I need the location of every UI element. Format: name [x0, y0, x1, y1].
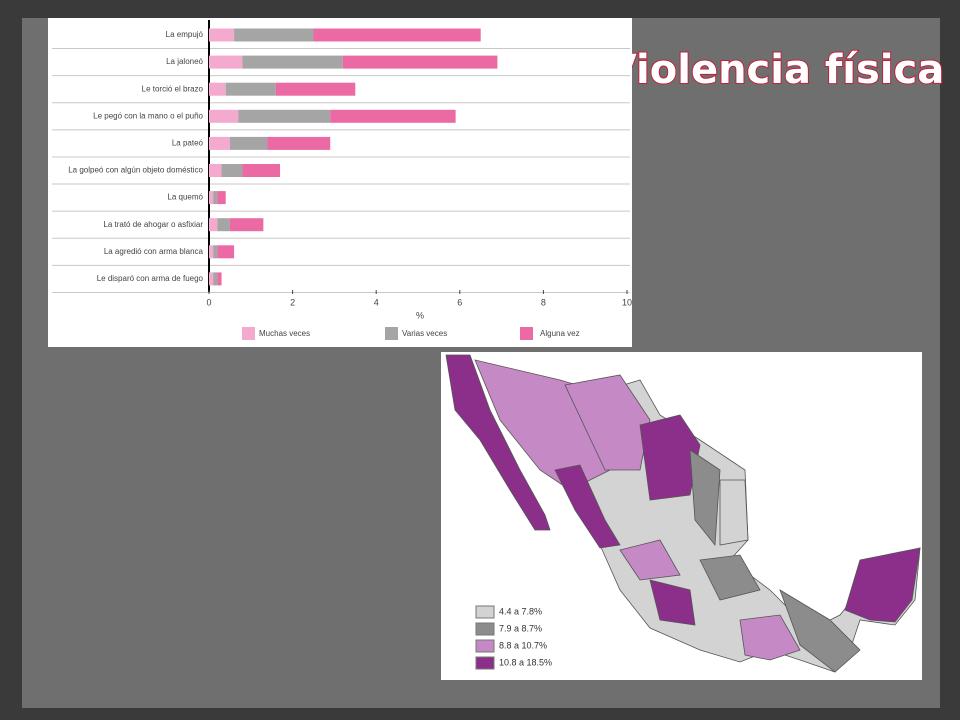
bar-segment: [234, 28, 314, 42]
category-label: La pateó: [172, 139, 204, 148]
bar-segment: [242, 55, 343, 69]
bar-segment: [213, 191, 218, 205]
category-label: La golpeó con algún objeto doméstico: [68, 166, 203, 175]
row-separators: [52, 48, 630, 293]
bar-segment: [238, 109, 331, 123]
x-tick-label: 0: [206, 297, 211, 307]
bar-segment: [209, 272, 214, 286]
legend-label: Varias veces: [402, 329, 447, 338]
map-region: [779, 589, 861, 673]
map-region: [619, 539, 681, 581]
map-legend-swatch: [475, 605, 495, 619]
bar-segment: [342, 55, 498, 69]
bar-segment: [209, 109, 239, 123]
category-label: Le torció el brazo: [142, 84, 204, 93]
bar-segment: [221, 164, 243, 177]
legend-swatch: [520, 327, 533, 340]
slide-title: Violencia física: [606, 47, 944, 93]
legend-swatch: [242, 327, 255, 340]
map-region: [649, 579, 696, 626]
map-legend-swatch: [475, 656, 495, 670]
bar-segment: [217, 272, 222, 286]
map-region: [699, 554, 761, 601]
legend-label: Alguna vez: [540, 329, 580, 338]
legend-swatch: [385, 327, 398, 340]
bar-segment: [209, 55, 243, 69]
bar-segment: [225, 82, 276, 96]
category-label: Le pegó con la mano o el puño: [93, 111, 203, 120]
map-region: [554, 464, 621, 549]
bar-segment: [217, 218, 230, 232]
bar-segment: [209, 218, 218, 232]
bar-segment: [213, 245, 218, 259]
map-region: [689, 449, 721, 547]
bar-segment: [209, 164, 222, 177]
bar-segment: [209, 245, 214, 259]
map: [445, 354, 921, 673]
map-legend-swatch: [475, 639, 495, 653]
category-label: Le disparó con arma de fuego: [97, 274, 204, 283]
map-legend-label: 8.8 a 10.7%: [499, 640, 547, 650]
bar-segment: [217, 245, 235, 259]
x-tick-label: 10: [622, 297, 632, 307]
map-region: [719, 479, 749, 546]
legend-label: Muchas veces: [259, 329, 310, 338]
bar-segment: [209, 191, 214, 205]
bar-segment: [209, 136, 230, 150]
category-label: La agredió con arma blanca: [104, 247, 204, 256]
bar-segment: [313, 28, 481, 42]
map-region: [445, 354, 551, 531]
map-region: [739, 614, 801, 661]
map-legend: 4.4 a 7.8% 7.9 a 8.7% 8.8 a 10.7% 10.8 a 18…: [475, 605, 552, 670]
x-tick-label: 8: [541, 297, 546, 307]
bar-segment: [229, 136, 268, 150]
bar-segment: [209, 28, 235, 42]
bar-segment: [330, 109, 456, 123]
x-tick-label: 2: [290, 297, 295, 307]
map-legend-swatch: [475, 622, 495, 636]
map-legend-label: 4.4 a 7.8%: [499, 606, 542, 616]
map-legend-label: 10.8 a 18.5%: [499, 657, 552, 667]
category-label: La trató de ahogar o asfixiar: [103, 220, 203, 229]
x-tick-label: 4: [374, 297, 379, 307]
x-tick-label: 6: [457, 297, 462, 307]
map-legend-label: 7.9 a 8.7%: [499, 623, 542, 633]
map-region: [844, 547, 921, 623]
bar-segment: [229, 218, 264, 232]
bar-segment: [217, 191, 226, 205]
bar-segment: [267, 136, 331, 150]
x-axis-label: %: [416, 310, 424, 320]
bar-segment: [242, 164, 281, 177]
bar-segment: [275, 82, 356, 96]
category-label: La jaloneó: [166, 57, 203, 66]
category-label: La empujó: [166, 30, 204, 39]
category-label: La quemó: [167, 193, 203, 202]
bar-segment: [213, 272, 218, 286]
bar-segment: [209, 82, 226, 96]
